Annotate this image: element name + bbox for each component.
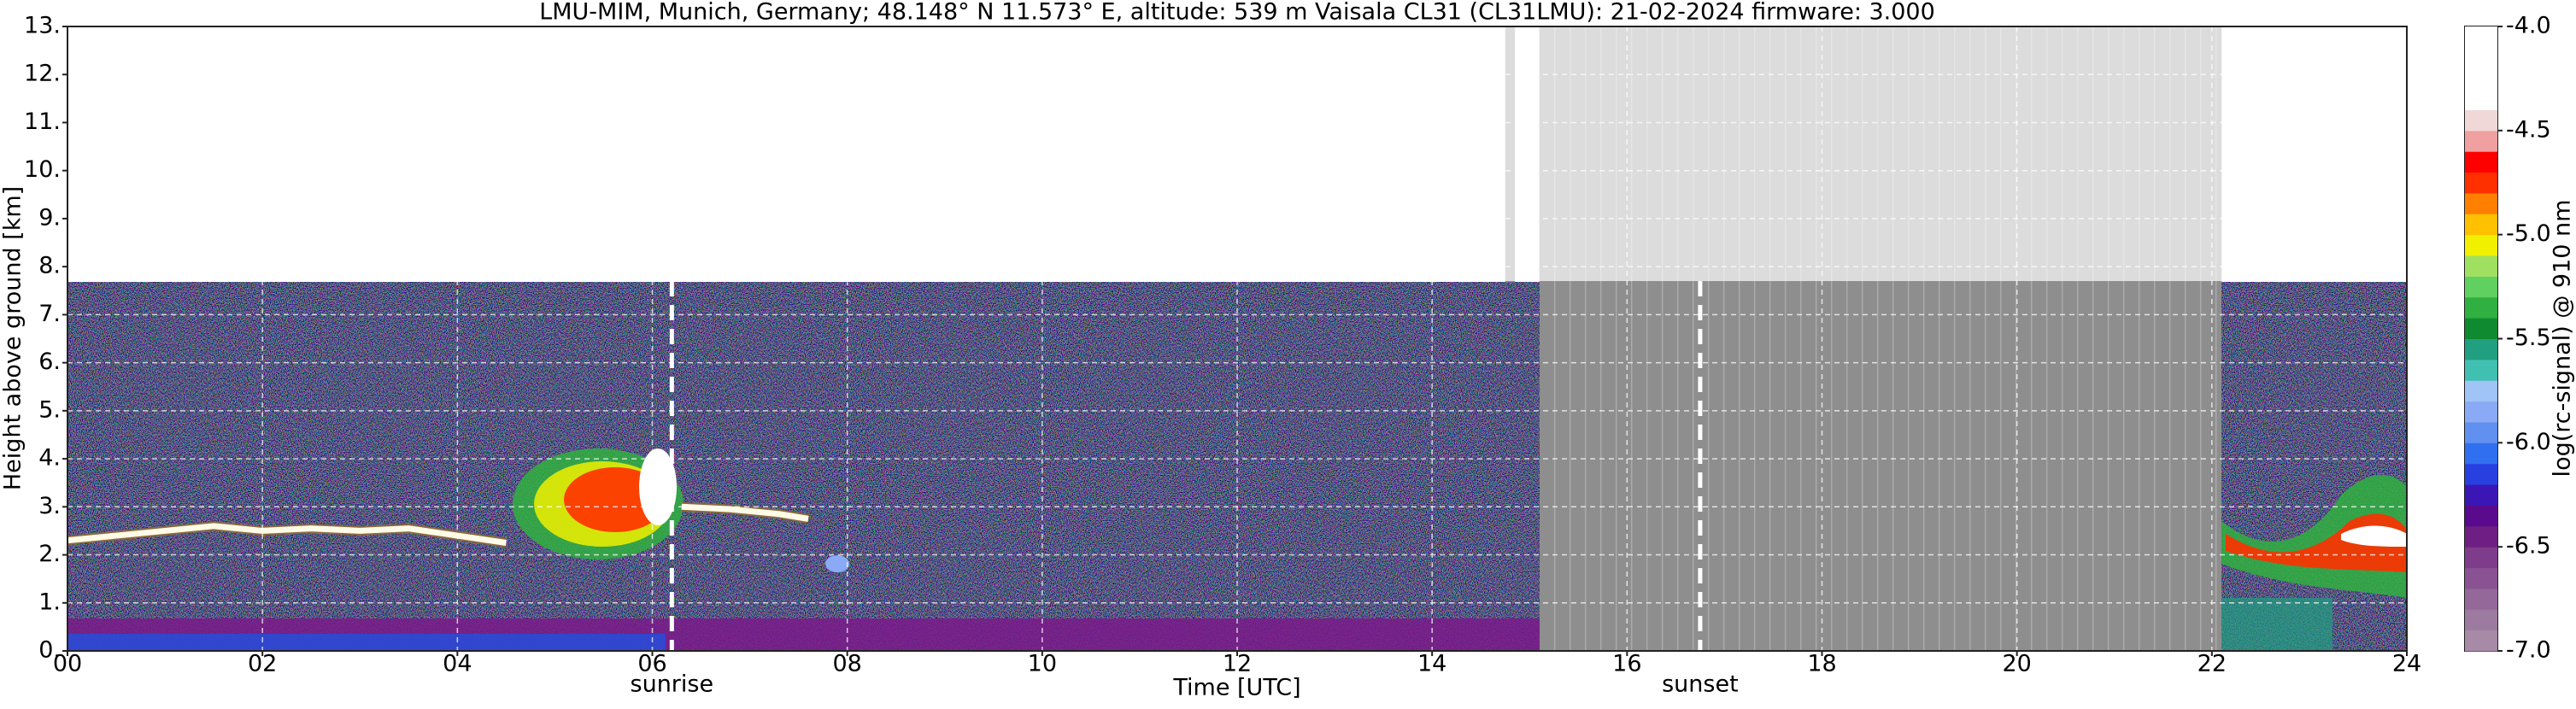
y-tick-label: 9. bbox=[38, 204, 61, 231]
colorbar-segment bbox=[2465, 214, 2497, 236]
y-axis-label: Height above ground [km] bbox=[0, 186, 26, 490]
y-tick-label: 1. bbox=[38, 589, 61, 615]
sun-label: sunset bbox=[1662, 671, 1739, 698]
colorbar-segment bbox=[2465, 567, 2497, 589]
colorbar-segment bbox=[2465, 255, 2497, 277]
cloud-echo bbox=[2341, 525, 2407, 547]
y-tick-label: 4. bbox=[38, 445, 61, 472]
colorbar-tick-label: -4.0 bbox=[2506, 13, 2551, 39]
colorbar-segment bbox=[2465, 547, 2497, 569]
colorbar-tick-label: -5.5 bbox=[2506, 325, 2551, 351]
aerosol-layer bbox=[67, 634, 666, 651]
colorbar-segment bbox=[2465, 505, 2497, 527]
y-tick-label: 7. bbox=[38, 301, 61, 327]
colorbar-segment bbox=[2465, 401, 2497, 423]
colorbar-segment bbox=[2465, 484, 2497, 506]
cloud-base bbox=[67, 503, 809, 546]
colorbar-segment bbox=[2465, 47, 2497, 69]
colorbar-segment bbox=[2465, 172, 2497, 194]
colorbar-segment bbox=[2465, 318, 2497, 339]
y-tick-label: 12. bbox=[24, 61, 61, 87]
colorbar-segment bbox=[2465, 359, 2497, 381]
colorbar-segment bbox=[2465, 130, 2497, 152]
colorbar-segment bbox=[2465, 630, 2497, 652]
colorbar-tick-label: -7.0 bbox=[2506, 637, 2551, 664]
colorbar-segment bbox=[2465, 463, 2497, 485]
y-tick-label: 8. bbox=[38, 253, 61, 279]
colorbar-segment bbox=[2465, 338, 2497, 360]
signal-field bbox=[1505, 26, 2222, 651]
colorbar-segment bbox=[2465, 67, 2497, 90]
colorbar-segment bbox=[2465, 109, 2497, 132]
colorbar-segment bbox=[2465, 380, 2497, 402]
colorbar-segment bbox=[2465, 588, 2497, 610]
colorbar-segment bbox=[2465, 192, 2497, 214]
colorbar-segment bbox=[2465, 276, 2497, 298]
y-tick-label: 13. bbox=[24, 13, 61, 39]
colorbar-segment bbox=[2465, 421, 2497, 443]
y-tick-label: 3. bbox=[38, 493, 61, 519]
colorbar-segment bbox=[2465, 26, 2497, 48]
y-tick-label: 0. bbox=[38, 637, 61, 664]
cloud-echo bbox=[825, 555, 849, 572]
colorbar-tick-label: -5.0 bbox=[2506, 220, 2551, 247]
y-tick-label: 5. bbox=[38, 396, 61, 423]
y-tick-label: 10. bbox=[24, 156, 61, 183]
y-tick-label: 11. bbox=[24, 108, 61, 135]
no-data-upper bbox=[1505, 26, 1516, 282]
colorbar-segment bbox=[2465, 525, 2497, 548]
no-data-upper bbox=[1539, 26, 2222, 282]
colorbar-segment bbox=[2465, 296, 2497, 319]
colorbar-segment bbox=[2465, 442, 2497, 465]
sun-label: sunrise bbox=[631, 671, 714, 698]
y-tick-label: 2. bbox=[38, 541, 61, 567]
colorbar-segment bbox=[2465, 234, 2497, 256]
colorbar-tick-label: -6.0 bbox=[2506, 429, 2551, 455]
no-data-lower bbox=[1539, 281, 2222, 651]
colorbar-tick-label: -6.5 bbox=[2506, 533, 2551, 560]
colorbar-label: log(rc-signal) @ 910 nm bbox=[2550, 200, 2576, 478]
x-axis-label: Time [UTC] bbox=[1172, 675, 1300, 701]
colorbar-segment bbox=[2465, 609, 2497, 631]
colorbar-segment bbox=[2465, 89, 2497, 110]
colorbar-tick-label: -4.5 bbox=[2506, 116, 2551, 143]
colorbar-segment bbox=[2465, 151, 2497, 173]
cloud-echo bbox=[639, 448, 677, 525]
cloud-echo bbox=[2221, 598, 2332, 651]
chart-title: LMU-MIM, Munich, Germany; 48.148° N 11.5… bbox=[539, 0, 1935, 26]
y-tick-label: 6. bbox=[38, 349, 61, 375]
